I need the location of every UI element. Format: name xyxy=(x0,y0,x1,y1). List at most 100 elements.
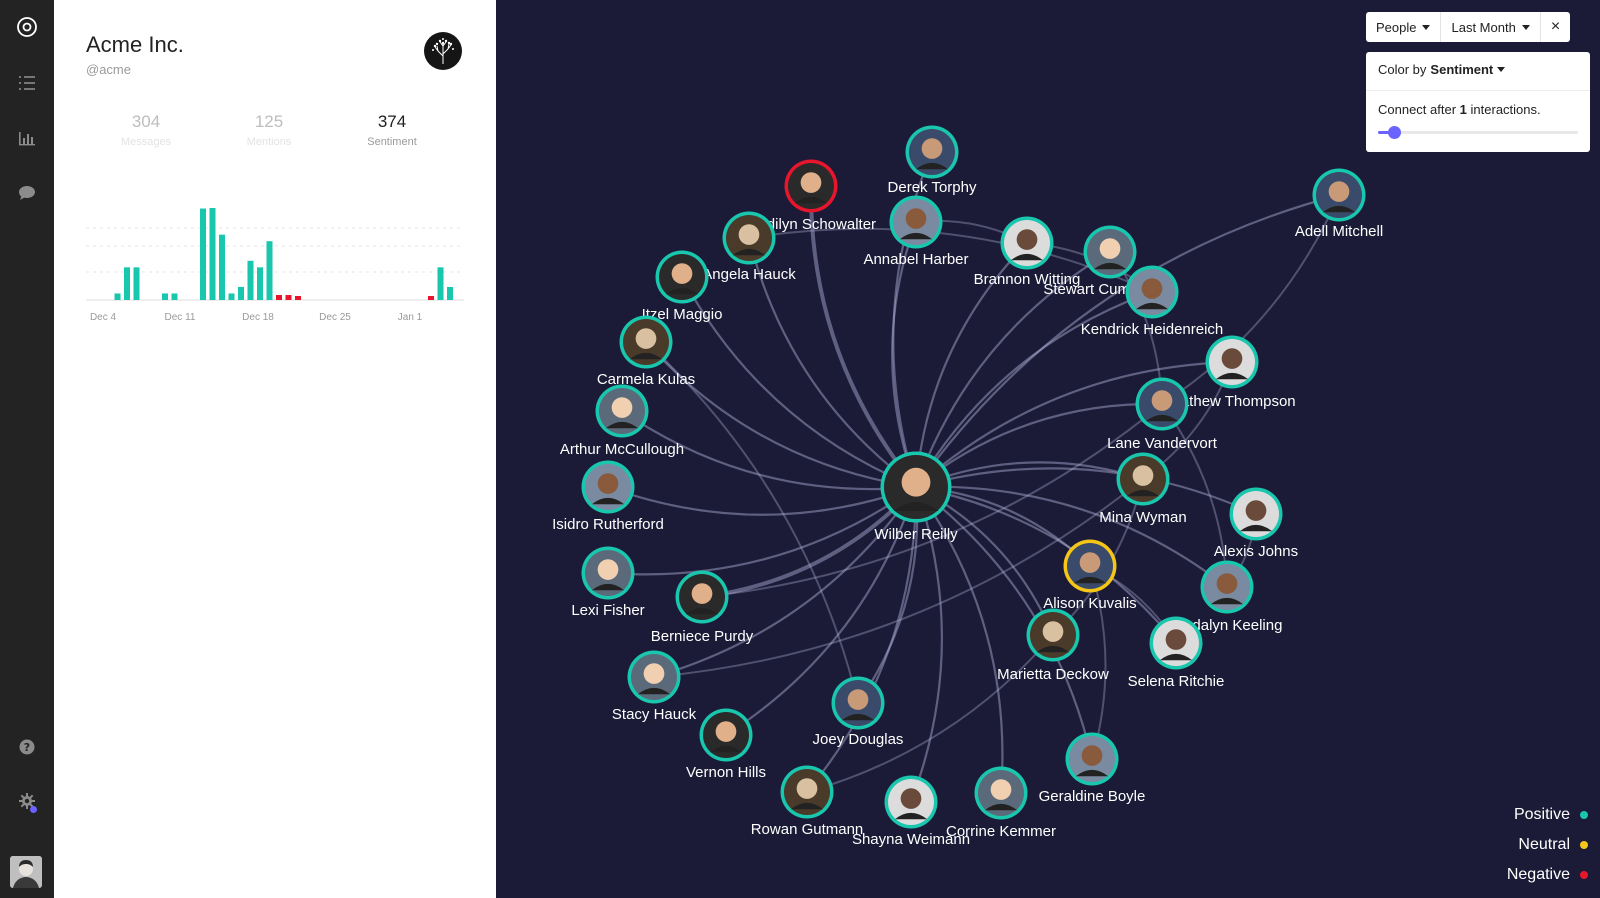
people-dropdown[interactable]: People xyxy=(1366,12,1442,42)
interaction-slider-track[interactable] xyxy=(1378,131,1578,134)
edge xyxy=(653,486,917,679)
node-selena-ritchie[interactable]: Selena Ritchie xyxy=(1128,616,1225,691)
node-vernon-hills[interactable]: Vernon Hills xyxy=(686,708,766,782)
node-itzel-maggio[interactable]: Itzel Maggio xyxy=(642,250,723,324)
chart-bar-positive[interactable] xyxy=(266,241,273,300)
edge xyxy=(915,467,1257,516)
chart-bar-negative[interactable] xyxy=(276,295,282,300)
legend-label: Neutral xyxy=(1518,836,1570,853)
edge xyxy=(607,485,917,516)
node-annabel-harber[interactable]: Annabel Harber xyxy=(863,195,969,269)
edge xyxy=(621,410,917,491)
node-lexi-fisher[interactable]: Lexi Fisher xyxy=(571,546,645,620)
network-graph[interactable]: Derek Torphy Madilyn Schowalter Annabel Ha… xyxy=(496,0,1600,898)
node-label: Lexi Fisher xyxy=(571,602,644,619)
node-isidro-rutherford[interactable]: Isidro Rutherford xyxy=(552,460,664,534)
avatar-body xyxy=(1075,769,1109,777)
stat-label: Messages xyxy=(120,136,172,148)
node-brannon-witting[interactable]: Brannon Witting xyxy=(974,216,1081,289)
avatar-body xyxy=(893,502,939,511)
node-arthur-mccullough[interactable]: Arthur McCullough xyxy=(560,384,684,459)
node-rowan-gutmann[interactable]: Rowan Gutmann xyxy=(751,765,864,839)
edge xyxy=(806,486,918,793)
node-label: Stacy Hauck xyxy=(612,706,697,723)
node-alexis-johns[interactable]: Alexis Johns xyxy=(1214,487,1298,561)
avatar-face xyxy=(671,263,693,284)
chart-bar-positive[interactable] xyxy=(238,286,244,300)
node-marietta-deckow[interactable]: Marietta Deckow xyxy=(997,608,1109,684)
chat-icon[interactable] xyxy=(12,178,42,208)
node-geraldine-boyle[interactable]: Geraldine Boyle xyxy=(1039,732,1146,806)
edge xyxy=(681,276,917,489)
help-icon[interactable]: ? xyxy=(12,732,42,762)
avatar-face xyxy=(905,208,927,229)
avatar-body xyxy=(1239,524,1273,532)
node-madilyn-schowalter[interactable]: Madilyn Schowalter xyxy=(746,159,876,234)
stat-value: 304 xyxy=(131,112,161,131)
node-alison-kuvalis[interactable]: Alison Kuvalis xyxy=(1043,539,1137,613)
bar-chart-icon[interactable] xyxy=(12,123,42,153)
chart-bar-positive[interactable] xyxy=(437,267,444,300)
chart-bar-positive[interactable] xyxy=(219,234,225,300)
chart-bar-positive[interactable] xyxy=(171,293,178,300)
chart-bar-positive[interactable] xyxy=(124,267,130,300)
node-label: Rowan Gutmann xyxy=(751,821,864,838)
chart-bar-positive[interactable] xyxy=(247,260,254,300)
target-icon[interactable] xyxy=(12,12,42,42)
people-dropdown-label: People xyxy=(1376,19,1417,35)
avatar-body xyxy=(1073,576,1107,584)
avatar-body xyxy=(732,248,766,256)
chart-bar-positive[interactable] xyxy=(447,286,453,300)
node-carmela-kulas[interactable]: Carmela Kulas xyxy=(597,315,695,389)
chart-bar-positive[interactable] xyxy=(114,293,121,300)
node-stacy-hauck[interactable]: Stacy Hauck xyxy=(612,650,697,724)
node-mina-wyman[interactable]: Mina Wyman xyxy=(1099,452,1187,527)
node-lane-vandervort[interactable]: Lane Vandervort xyxy=(1107,377,1218,453)
chart-bar-positive[interactable] xyxy=(200,208,206,300)
chart-bar-negative[interactable] xyxy=(295,296,301,300)
interaction-slider-thumb[interactable] xyxy=(1388,126,1401,139)
node-angela-hauck[interactable]: Angela Hauck xyxy=(702,211,796,284)
node-corrine-kemmer[interactable]: Corrine Kemmer xyxy=(946,766,1056,841)
node-wilber-reilly[interactable]: Wilber Reilly xyxy=(874,451,958,544)
avatar-face xyxy=(796,778,818,799)
node-label: Carmela Kulas xyxy=(597,371,695,388)
chart-bar-positive[interactable] xyxy=(133,267,140,300)
legend-positive[interactable]: Positive xyxy=(1507,800,1588,830)
close-button[interactable]: × xyxy=(1541,12,1570,42)
node-label: Madilyn Schowalter xyxy=(746,216,876,233)
stat-value: 374 xyxy=(377,112,407,131)
node-shayna-weimann[interactable]: Shayna Weimann xyxy=(852,775,970,849)
edge xyxy=(645,341,917,489)
avatar-face xyxy=(1165,629,1187,650)
node-kendrick-heidenreich[interactable]: Kendrick Heidenreich xyxy=(1081,265,1224,339)
chart-bar-positive[interactable] xyxy=(209,208,216,300)
node-joey-douglas[interactable]: Joey Douglas xyxy=(813,676,904,749)
legend-neutral[interactable]: Neutral xyxy=(1507,830,1588,860)
legend-negative[interactable]: Negative xyxy=(1507,860,1588,890)
chart-bar-negative[interactable] xyxy=(428,296,434,300)
node-madalyn-keeling[interactable]: Madalyn Keeling xyxy=(1172,560,1283,635)
node-label: Derek Torphy xyxy=(888,179,977,196)
color-by-dropdown[interactable]: Color by Sentiment xyxy=(1378,62,1506,77)
node-label: Corrine Kemmer xyxy=(946,823,1056,840)
stat-sentiment[interactable]: 374 Sentiment xyxy=(337,112,447,148)
close-icon: × xyxy=(1550,18,1561,35)
stat-mentions[interactable]: 125 Mentions xyxy=(214,112,324,148)
node-mathew-thompson[interactable]: Mathew Thompson xyxy=(1168,335,1296,411)
node-adell-mitchell[interactable]: Adell Mitchell xyxy=(1295,168,1383,241)
chart-bar-negative[interactable] xyxy=(285,295,292,300)
stat-messages[interactable]: 304 Messages xyxy=(91,112,201,148)
settings-icon[interactable] xyxy=(12,786,42,816)
avatar-body xyxy=(915,162,949,170)
period-dropdown[interactable]: Last Month xyxy=(1441,12,1541,42)
user-avatar[interactable] xyxy=(10,856,42,888)
node-derek-torphy[interactable]: Derek Torphy xyxy=(888,125,977,197)
avatar-face xyxy=(597,559,619,580)
chart-bar-positive[interactable] xyxy=(162,293,168,300)
list-icon[interactable] xyxy=(12,68,42,98)
node-berniece-purdy[interactable]: Berniece Purdy xyxy=(651,570,754,646)
node-label: Shayna Weimann xyxy=(852,831,970,848)
chart-bar-positive[interactable] xyxy=(257,267,263,300)
chart-bar-positive[interactable] xyxy=(228,293,235,300)
